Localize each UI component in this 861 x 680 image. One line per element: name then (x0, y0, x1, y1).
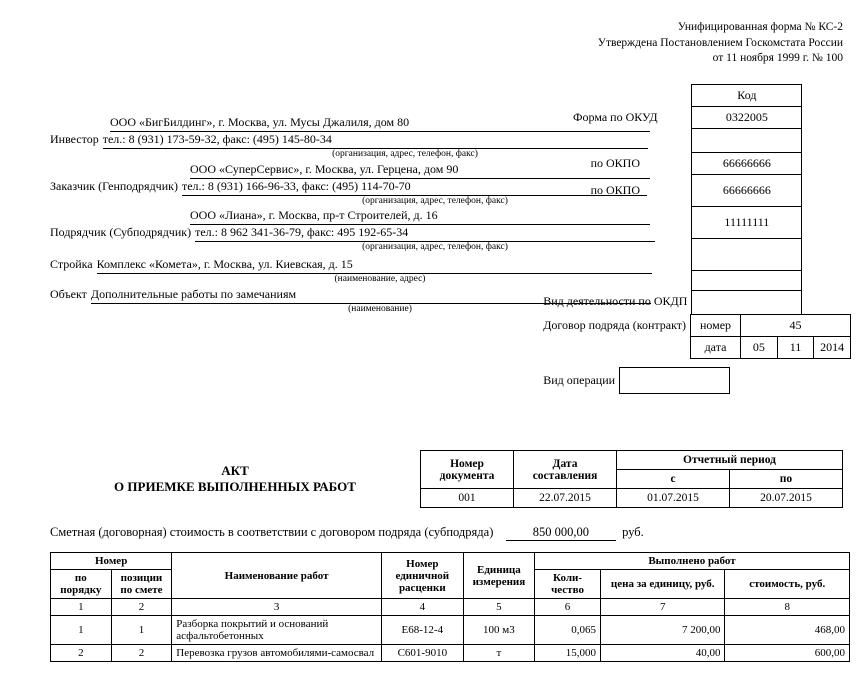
doc-date: 22.07.2015 (514, 489, 617, 508)
doc-num-header: Номер документа (421, 451, 514, 489)
akt-block: АКТ О ПРИЕМКЕ ВЫПОЛНЕННЫХ РАБОТ Номер до… (50, 450, 850, 508)
investor-label: Инвестор (50, 132, 103, 149)
col-cost: стоимость, руб. (725, 570, 850, 599)
period-to: 20.07.2015 (730, 489, 843, 508)
period-header: Отчетный период (617, 451, 843, 470)
build-label: Стройка (50, 257, 97, 274)
operation-label: Вид операции (539, 368, 619, 394)
smeta-text: Сметная (договорная) стоимость в соответ… (50, 525, 493, 539)
contractor-label: Подрядчик (Субподрядчик) (50, 225, 195, 242)
customer-contact: тел.: 8 (931) 166-96-33, факс: (495) 114… (182, 179, 647, 196)
document-page: Унифицированная форма № КС-2 Утверждена … (0, 0, 861, 680)
date-label: дата (691, 337, 741, 359)
from-header: с (617, 470, 730, 489)
col-num: Номер (51, 553, 172, 570)
col-qty: Коли-чество (535, 570, 601, 599)
col-price: цена за единицу, руб. (601, 570, 725, 599)
header-line: Утверждена Постановлением Госкомстата Ро… (50, 36, 843, 52)
investor-org: ООО «БигБилдинг», г. Москва, ул. Мусы Дж… (110, 115, 650, 132)
contractor-org: ООО «Лиана», г. Москва, пр-т Строителей,… (190, 208, 650, 225)
contract-table: Договор подряда (контракт) номер 45 дата… (539, 314, 851, 359)
col-done: Выполнено работ (535, 553, 850, 570)
num-label: номер (691, 315, 741, 337)
col-code: Номер единичной расценки (381, 553, 463, 599)
contract-label: Договор подряда (контракт) (539, 315, 690, 337)
header-line: от 11 ноября 1999 г. № 100 (50, 51, 843, 67)
col-por: по порядку (51, 570, 112, 599)
hint: (организация, адрес, телефон, факс) (230, 197, 640, 207)
table-row: 1 1 Разборка покрытий и оснований асфаль… (51, 616, 850, 645)
customer-org: ООО «СуперСервис», г. Москва, ул. Герцен… (190, 162, 650, 179)
hint: (наименование) (110, 305, 650, 315)
code-header: Код (692, 85, 802, 107)
contract-number: 45 (741, 315, 851, 337)
date-m: 11 (777, 337, 814, 359)
akt-title: АКТ О ПРИЕМКЕ ВЫПОЛНЕННЫХ РАБОТ (50, 463, 420, 496)
col-name: Наименование работ (172, 553, 382, 599)
rub-label: руб. (622, 525, 644, 539)
hint: (организация, адрес, телефон, факс) (170, 150, 640, 160)
header-line: Унифицированная форма № КС-2 (50, 20, 843, 36)
smeta-value: 850 000,00 (506, 525, 616, 541)
smeta-row: Сметная (договорная) стоимость в соответ… (50, 525, 644, 541)
object-value: Дополнительные работы по замечаниям (91, 287, 651, 304)
works-table: Номер Наименование работ Номер единичной… (50, 552, 850, 662)
doc-num: 001 (421, 489, 514, 508)
parties-block: ООО «БигБилдинг», г. Москва, ул. Мусы Дж… (50, 115, 720, 317)
doc-date-header: Дата составления (514, 451, 617, 489)
col-unit: Единица измерения (463, 553, 534, 599)
date-d: 05 (741, 337, 778, 359)
col-pos: позиции по смете (111, 570, 172, 599)
period-from: 01.07.2015 (617, 489, 730, 508)
investor-contact: тел.: 8 (931) 173-59-32, факс: (495) 145… (103, 132, 648, 149)
operation-table: Вид операции (539, 367, 730, 394)
hint: (наименование, адрес) (110, 275, 650, 285)
to-header: по (730, 470, 843, 489)
build-value: Комплекс «Комета», г. Москва, ул. Киевск… (97, 257, 652, 274)
object-label: Объект (50, 287, 91, 304)
hint: (организация, адрес, телефон, факс) (230, 243, 640, 253)
table-row: 2 2 Перевозка грузов автомобилями-самосв… (51, 645, 850, 662)
form-header: Унифицированная форма № КС-2 Утверждена … (50, 20, 843, 67)
contractor-contact: тел.: 8 962 341-36-79, факс: 495 192-65-… (195, 225, 655, 242)
akt-table: Номер документа Дата составления Отчетны… (420, 450, 843, 508)
date-y: 2014 (814, 337, 851, 359)
customer-label: Заказчик (Генподрядчик) (50, 179, 182, 196)
